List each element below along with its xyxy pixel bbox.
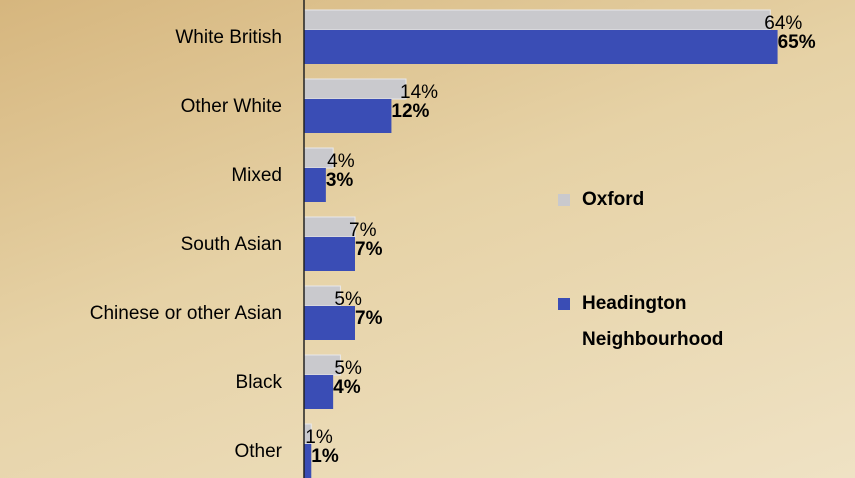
- category-label: Chinese or other Asian: [90, 303, 282, 324]
- value-label: 7%: [355, 308, 383, 329]
- category-label: Mixed: [231, 165, 282, 186]
- value-label: 3%: [326, 170, 354, 191]
- value-label: 4%: [333, 377, 361, 398]
- category-label: South Asian: [181, 234, 282, 255]
- value-label: 1%: [305, 427, 333, 448]
- value-label: 65%: [778, 32, 816, 53]
- bar: [304, 375, 334, 409]
- value-label: 12%: [391, 101, 429, 122]
- legend-label: Headington Neighbourhood: [582, 293, 724, 350]
- legend-item: Headington Neighbourhood: [558, 286, 772, 358]
- legend-swatch: [558, 298, 570, 310]
- bar: [303, 78, 407, 100]
- bar: [303, 216, 356, 238]
- value-label: 5%: [334, 358, 362, 379]
- legend-item: Oxford: [558, 182, 772, 218]
- legend-label: Oxford: [582, 189, 645, 210]
- legend-swatch: [558, 194, 570, 206]
- category-label: Other: [234, 441, 282, 462]
- bar: [304, 444, 312, 478]
- value-label: 1%: [311, 446, 339, 467]
- bar: [304, 237, 355, 271]
- value-label: 7%: [349, 220, 377, 241]
- category-label: White British: [175, 27, 282, 48]
- bar: [303, 9, 771, 31]
- bar: [304, 168, 326, 202]
- category-label: Other White: [181, 96, 282, 117]
- category-label: Black: [236, 372, 283, 393]
- value-label: 64%: [764, 13, 802, 34]
- bar: [304, 30, 778, 64]
- value-label: 14%: [400, 82, 438, 103]
- bar: [304, 99, 392, 133]
- bar: [304, 306, 355, 340]
- value-label: 7%: [355, 239, 383, 260]
- value-label: 5%: [334, 289, 362, 310]
- value-label: 4%: [327, 151, 355, 172]
